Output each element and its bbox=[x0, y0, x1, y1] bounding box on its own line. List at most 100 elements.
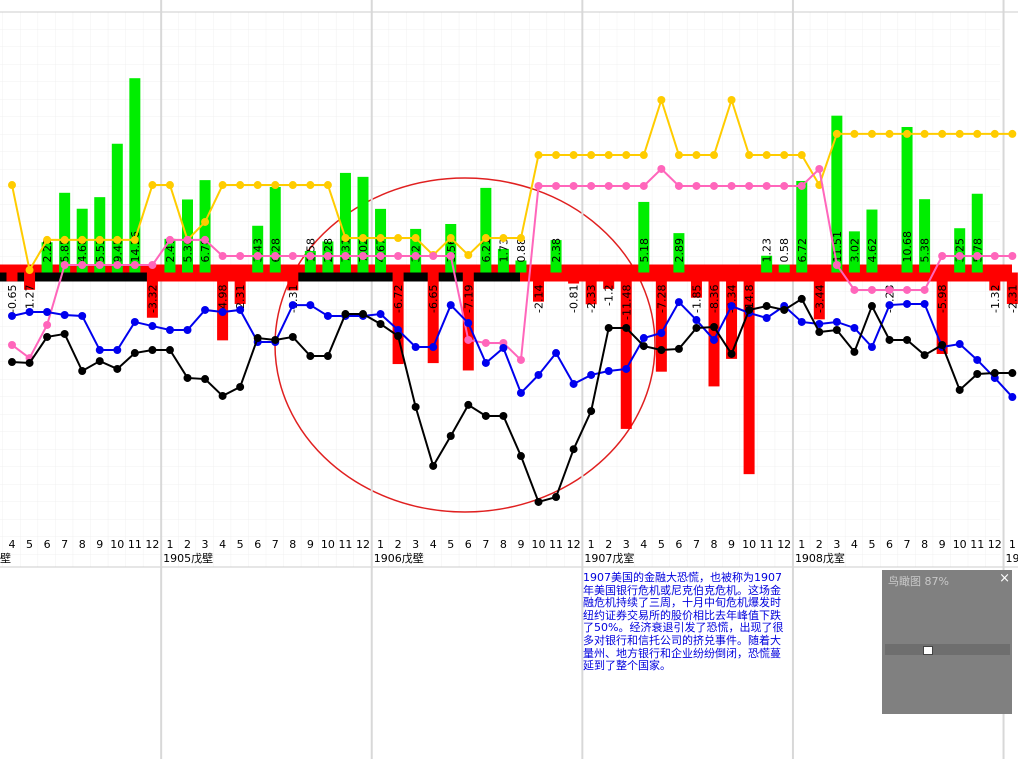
point bbox=[867, 129, 876, 138]
point bbox=[446, 234, 455, 243]
point bbox=[534, 181, 543, 190]
point bbox=[920, 351, 929, 360]
year-label: 壁 bbox=[0, 551, 11, 565]
point bbox=[481, 338, 490, 347]
point bbox=[903, 129, 912, 138]
point bbox=[359, 310, 367, 319]
point bbox=[990, 129, 999, 138]
point bbox=[973, 252, 982, 261]
overview-panel[interactable]: 鸟瞰图 87% × bbox=[882, 570, 1012, 714]
point bbox=[569, 379, 578, 388]
overview-title: 鸟瞰图 87% bbox=[888, 575, 949, 588]
point bbox=[464, 335, 473, 344]
point bbox=[43, 332, 52, 341]
point bbox=[8, 358, 16, 367]
point bbox=[253, 252, 262, 261]
bar bbox=[989, 272, 1001, 291]
point bbox=[306, 301, 315, 310]
point bbox=[95, 235, 104, 244]
point bbox=[797, 317, 806, 326]
point bbox=[938, 252, 947, 261]
point bbox=[885, 301, 894, 310]
point bbox=[955, 385, 964, 394]
point bbox=[973, 355, 982, 364]
x-tick-label: 1 bbox=[166, 538, 173, 551]
point bbox=[903, 335, 912, 344]
point bbox=[130, 349, 139, 358]
point bbox=[797, 151, 806, 160]
point bbox=[236, 252, 245, 261]
bar bbox=[813, 272, 825, 320]
bar-label: -1.32 bbox=[989, 285, 1002, 313]
x-tick-label: 8 bbox=[500, 538, 507, 551]
point bbox=[850, 323, 859, 332]
point bbox=[446, 252, 455, 261]
point bbox=[867, 302, 876, 311]
point bbox=[113, 346, 122, 355]
point bbox=[130, 317, 139, 326]
x-tick-label: 11 bbox=[760, 538, 774, 551]
x-tick-label: 7 bbox=[61, 538, 68, 551]
bar-label: 1.73 bbox=[497, 238, 510, 263]
point bbox=[218, 308, 227, 317]
bar bbox=[497, 248, 509, 273]
slider-knob[interactable] bbox=[923, 646, 933, 655]
point bbox=[832, 129, 841, 138]
point bbox=[674, 151, 683, 160]
point bbox=[183, 325, 192, 334]
point bbox=[639, 342, 648, 351]
bar bbox=[6, 272, 18, 282]
x-tick-label: 7 bbox=[272, 538, 279, 551]
point bbox=[516, 234, 525, 243]
point bbox=[411, 234, 420, 243]
point bbox=[165, 325, 174, 334]
point bbox=[341, 234, 350, 243]
point bbox=[516, 452, 525, 461]
x-tick-label: 4 bbox=[9, 538, 16, 551]
bar bbox=[515, 260, 527, 273]
x-tick-label: 5 bbox=[237, 538, 244, 551]
x-tick-label: 5 bbox=[658, 538, 665, 551]
bar bbox=[269, 186, 281, 273]
point bbox=[499, 411, 508, 420]
point bbox=[604, 367, 613, 376]
point bbox=[43, 320, 52, 329]
point bbox=[587, 181, 596, 190]
bar bbox=[603, 272, 615, 289]
bar bbox=[339, 172, 351, 273]
close-button[interactable]: × bbox=[999, 571, 1010, 586]
point bbox=[815, 320, 824, 329]
point bbox=[832, 261, 841, 270]
point bbox=[113, 261, 122, 270]
point bbox=[130, 261, 139, 270]
point bbox=[692, 151, 701, 160]
bar bbox=[129, 78, 141, 273]
year-label: 1905戊壁 bbox=[163, 551, 213, 565]
x-tick-label: 8 bbox=[289, 538, 296, 551]
point bbox=[710, 335, 718, 344]
bar bbox=[620, 272, 632, 429]
bar bbox=[357, 176, 369, 273]
x-tick-label: 11 bbox=[549, 538, 563, 551]
point bbox=[797, 181, 806, 190]
point bbox=[657, 328, 666, 337]
bar bbox=[954, 228, 966, 273]
point bbox=[481, 358, 490, 367]
bar bbox=[884, 272, 895, 276]
point bbox=[552, 493, 561, 502]
point bbox=[148, 261, 157, 270]
point bbox=[429, 252, 438, 261]
point bbox=[780, 151, 789, 160]
point bbox=[657, 164, 666, 173]
bar-label: 10.68 bbox=[901, 231, 914, 263]
baseline-dark bbox=[292, 272, 520, 282]
x-tick-label: 4 bbox=[219, 538, 226, 551]
year-label: 1908戊室 bbox=[795, 551, 845, 565]
x-tick-label: 3 bbox=[202, 538, 209, 551]
x-tick-label: 6 bbox=[465, 538, 472, 551]
overview-slider[interactable] bbox=[885, 644, 1010, 655]
point bbox=[850, 347, 859, 356]
x-tick-label: 11 bbox=[970, 538, 984, 551]
